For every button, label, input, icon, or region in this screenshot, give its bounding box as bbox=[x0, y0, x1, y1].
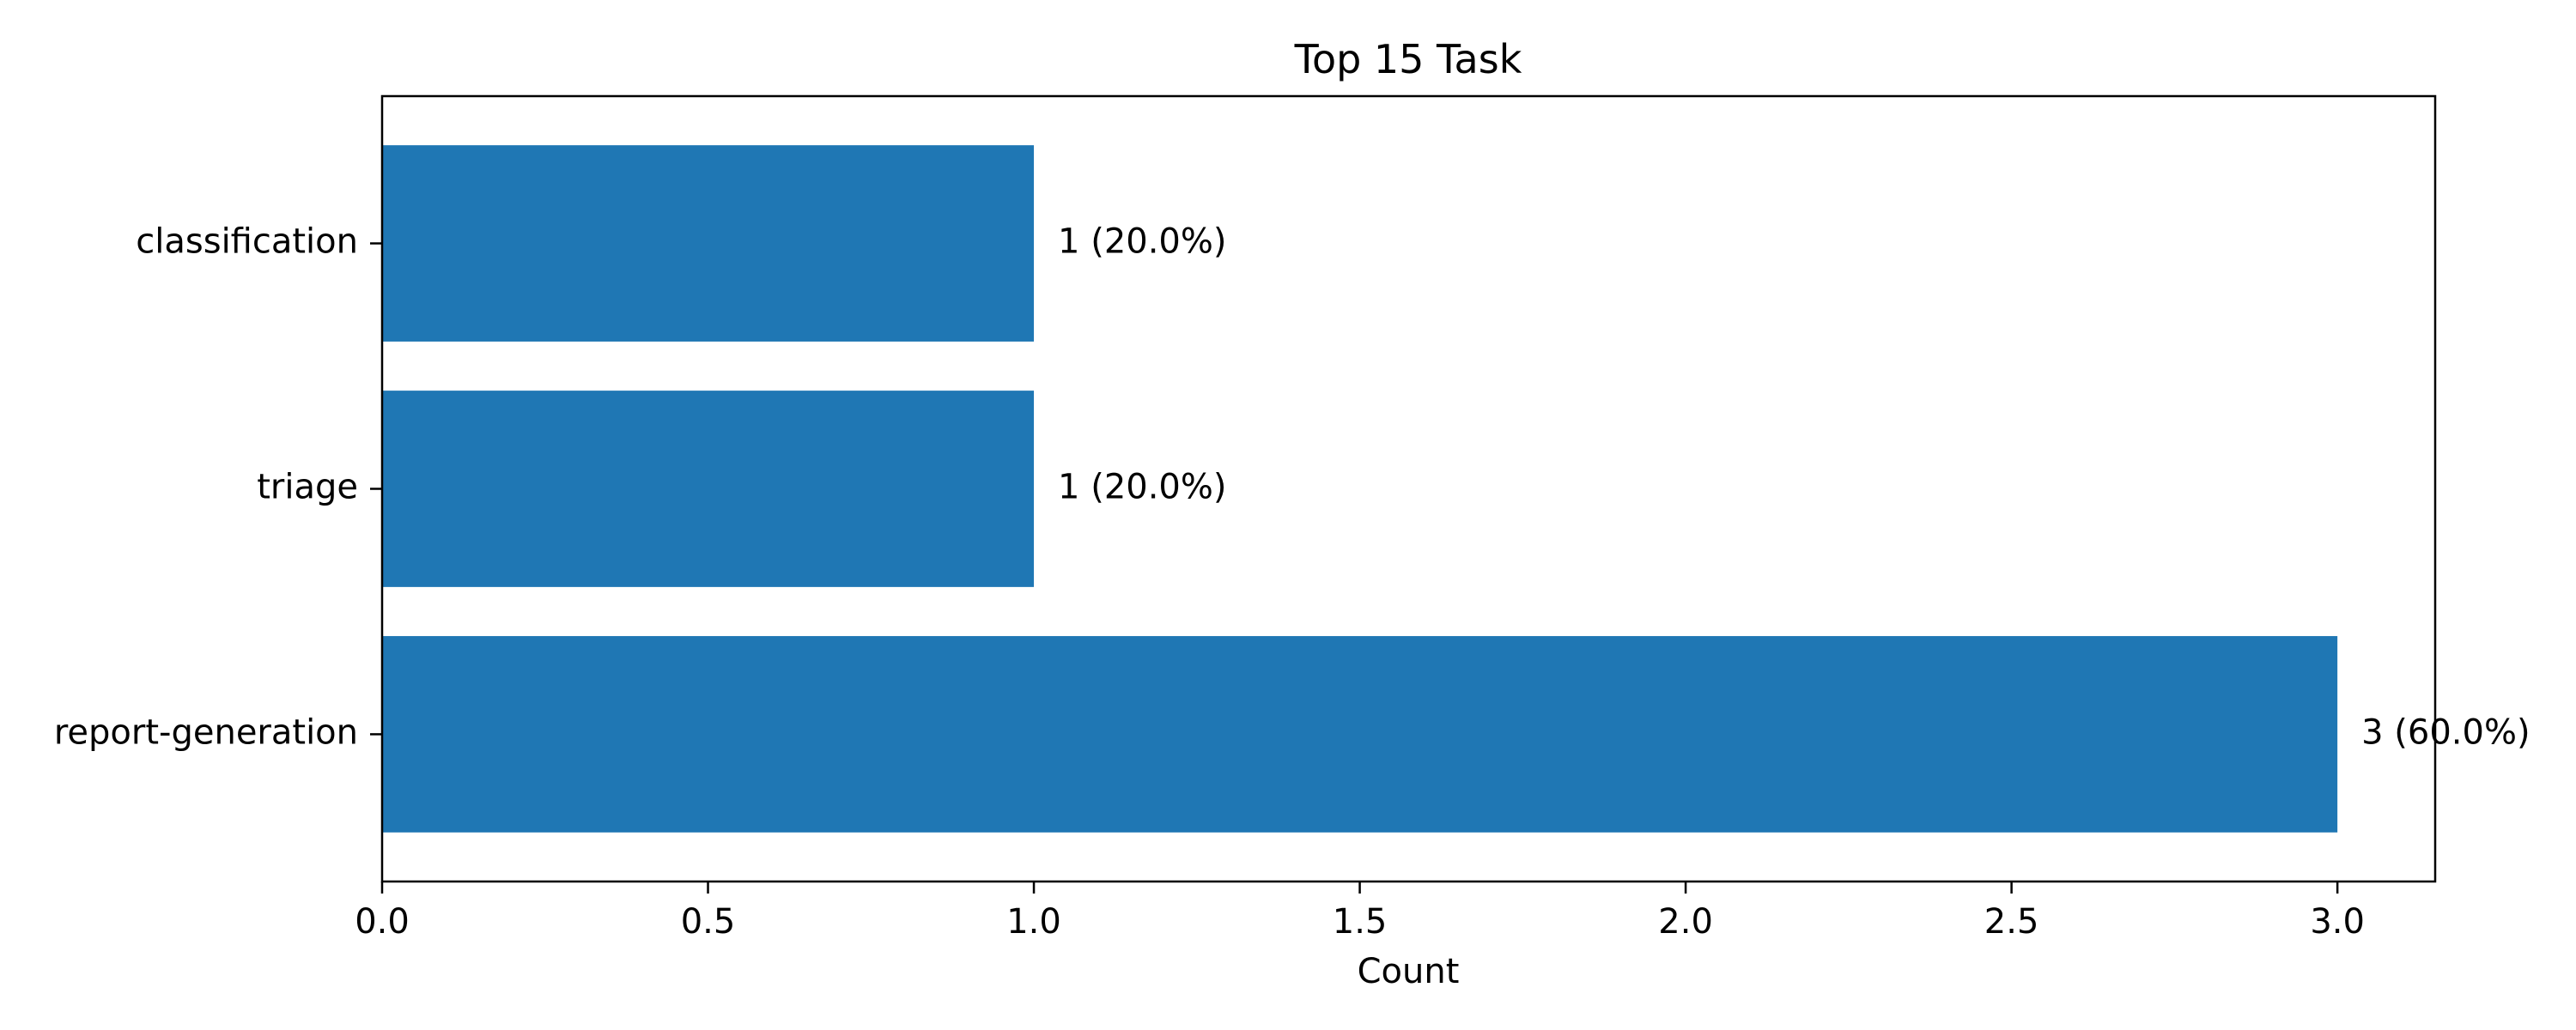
plot-frame bbox=[380, 94, 2437, 883]
data-labels-group: 1 (20.0%) 1 (20.0%) 3 (60.0%) bbox=[1058, 222, 2530, 753]
data-label-triage: 1 (20.0%) bbox=[1058, 468, 1226, 507]
y-axis: classification triage report-generation bbox=[54, 222, 382, 752]
y-tick-label-report-generation: report-generation bbox=[54, 712, 358, 752]
x-tick-label: 1.0 bbox=[1006, 902, 1061, 942]
bar-report-generation bbox=[382, 636, 2338, 833]
x-tick-label: 2.5 bbox=[1984, 902, 2039, 942]
bars-group bbox=[382, 145, 2338, 833]
data-label-classification: 1 (20.0%) bbox=[1058, 222, 1226, 262]
x-tick-label: 0.5 bbox=[681, 902, 736, 942]
x-axis-label: Count bbox=[1358, 952, 1460, 991]
chart-title: Top 15 Task bbox=[1294, 36, 1522, 82]
y-tick-label-classification: classification bbox=[136, 222, 358, 262]
data-label-report-generation: 3 (60.0%) bbox=[2361, 712, 2530, 752]
x-tick-label: 1.5 bbox=[1333, 902, 1388, 942]
bar-triage bbox=[382, 391, 1035, 587]
bar-classification bbox=[382, 145, 1035, 342]
x-tick-label: 0.0 bbox=[355, 902, 410, 942]
y-tick-label-triage: triage bbox=[257, 468, 358, 507]
x-tick-label: 3.0 bbox=[2310, 902, 2365, 942]
x-tick-label: 2.0 bbox=[1658, 902, 1713, 942]
x-axis: 0.0 0.5 1.0 1.5 2.0 2.5 3.0 bbox=[355, 882, 2365, 942]
